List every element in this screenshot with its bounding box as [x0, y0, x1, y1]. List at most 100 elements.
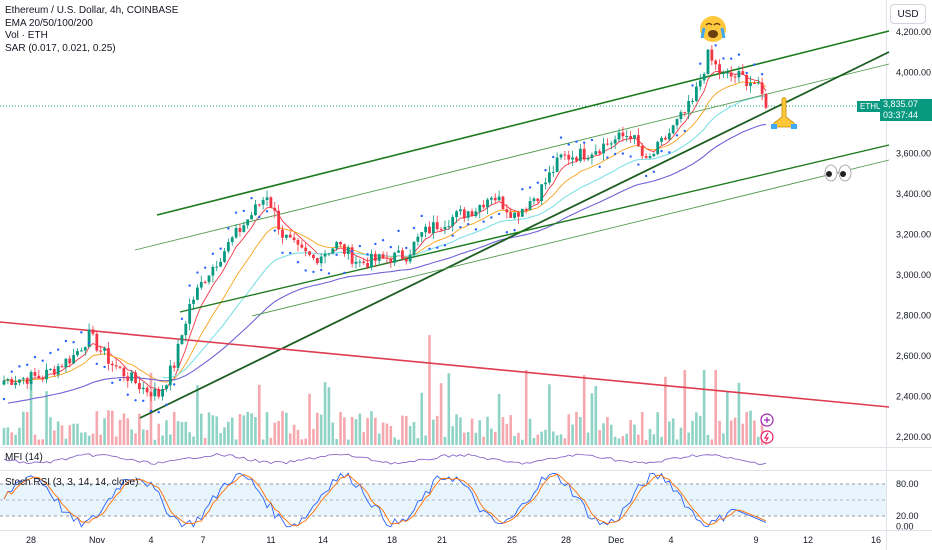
candle-body[interactable]	[760, 82, 764, 94]
candle-body[interactable]	[2, 380, 6, 385]
candle-body[interactable]	[497, 196, 501, 201]
candle-body[interactable]	[439, 229, 443, 231]
candle-body[interactable]	[14, 382, 18, 385]
candle-body[interactable]	[532, 198, 536, 202]
candle-body[interactable]	[45, 369, 48, 380]
candle-body[interactable]	[416, 236, 420, 242]
candle-body[interactable]	[304, 247, 308, 252]
candle-body[interactable]	[130, 372, 134, 381]
candle-body[interactable]	[590, 154, 594, 158]
candle-body[interactable]	[284, 234, 288, 238]
candle-body[interactable]	[126, 376, 130, 381]
candle-body[interactable]	[424, 226, 428, 233]
candle-body[interactable]	[571, 157, 574, 160]
lightning-circle-icon[interactable]	[760, 430, 774, 444]
candle-body[interactable]	[157, 389, 161, 397]
candle-body[interactable]	[257, 204, 261, 206]
candle-body[interactable]	[598, 151, 602, 154]
candle-body[interactable]	[6, 379, 10, 381]
candle-body[interactable]	[172, 365, 176, 368]
candle-body[interactable]	[559, 154, 563, 158]
candle-body[interactable]	[180, 335, 184, 344]
candle-body[interactable]	[331, 248, 335, 254]
candle-body[interactable]	[207, 275, 211, 283]
candle-body[interactable]	[401, 250, 404, 259]
candle-body[interactable]	[741, 71, 745, 75]
candle-body[interactable]	[377, 254, 381, 261]
candle-body[interactable]	[41, 377, 45, 380]
candle-body[interactable]	[203, 281, 207, 283]
candle-body[interactable]	[76, 351, 79, 356]
candle-body[interactable]	[165, 385, 168, 390]
candle-body[interactable]	[752, 82, 756, 84]
candle-body[interactable]	[110, 363, 114, 366]
candle-body[interactable]	[29, 372, 33, 384]
candle-body[interactable]	[192, 299, 195, 304]
candle-body[interactable]	[196, 287, 199, 300]
candle-body[interactable]	[408, 254, 412, 262]
candle-body[interactable]	[636, 135, 640, 147]
candle-body[interactable]	[161, 389, 164, 397]
candle-body[interactable]	[327, 253, 331, 255]
channel-upper[interactable]	[156, 30, 890, 216]
candle-body[interactable]	[339, 241, 342, 245]
candle-body[interactable]	[308, 251, 311, 255]
candle-body[interactable]	[493, 197, 497, 201]
candle-body[interactable]	[250, 215, 253, 220]
candle-body[interactable]	[300, 244, 304, 248]
channel-upper-inner[interactable]	[134, 63, 890, 251]
candle-body[interactable]	[83, 347, 87, 351]
candle-body[interactable]	[99, 350, 103, 352]
candle-body[interactable]	[710, 49, 714, 61]
candle-body[interactable]	[594, 151, 598, 155]
candle-body[interactable]	[501, 196, 505, 210]
chart-title[interactable]: Ethereum / U.S. Dollar, 4h, COINBASE	[5, 5, 179, 16]
candle-body[interactable]	[10, 379, 14, 385]
candle-body[interactable]	[56, 366, 60, 375]
plus-circle-icon[interactable]	[760, 413, 774, 427]
candle-body[interactable]	[694, 86, 698, 101]
candle-body[interactable]	[489, 197, 493, 200]
candle-body[interactable]	[687, 100, 691, 113]
candle-body[interactable]	[350, 247, 354, 264]
candle-body[interactable]	[540, 184, 544, 201]
candle-body[interactable]	[509, 212, 513, 218]
candle-body[interactable]	[517, 212, 520, 217]
candle-body[interactable]	[606, 143, 609, 145]
candle-body[interactable]	[474, 211, 478, 217]
candle-body[interactable]	[513, 212, 516, 218]
candle-body[interactable]	[633, 135, 636, 139]
candle-body[interactable]	[567, 154, 571, 160]
candle-body[interactable]	[153, 389, 157, 397]
candle-body[interactable]	[242, 225, 246, 232]
candle-body[interactable]	[223, 251, 226, 262]
candle-body[interactable]	[137, 383, 141, 390]
candle-body[interactable]	[79, 350, 83, 352]
sar-indicator-label[interactable]: SAR (0.017, 0.021, 0.25)	[5, 42, 116, 54]
candle-body[interactable]	[640, 146, 644, 157]
candle-body[interactable]	[226, 242, 230, 252]
ema-indicator-label[interactable]: EMA 20/50/100/200	[5, 17, 93, 29]
candle-body[interactable]	[230, 237, 234, 243]
candle-body[interactable]	[246, 219, 250, 226]
candle-body[interactable]	[745, 74, 749, 86]
candle-body[interactable]	[466, 211, 470, 218]
candle-body[interactable]	[671, 125, 675, 134]
candle-body[interactable]	[370, 253, 373, 268]
candle-body[interactable]	[621, 132, 625, 137]
candle-body[interactable]	[613, 139, 617, 144]
candle-body[interactable]	[176, 343, 180, 368]
candle-body[interactable]	[68, 358, 72, 364]
candle-body[interactable]	[49, 368, 52, 370]
candle-body[interactable]	[718, 64, 721, 74]
candle-body[interactable]	[656, 141, 660, 155]
candle-body[interactable]	[145, 387, 149, 393]
main-uptrend[interactable]	[139, 51, 890, 419]
candle-body[interactable]	[582, 148, 586, 160]
candle-body[interactable]	[428, 226, 431, 234]
candle-body[interactable]	[219, 261, 223, 267]
candle-body[interactable]	[103, 348, 106, 351]
candle-body[interactable]	[609, 143, 613, 145]
candle-body[interactable]	[60, 366, 64, 368]
candle-body[interactable]	[211, 266, 215, 276]
